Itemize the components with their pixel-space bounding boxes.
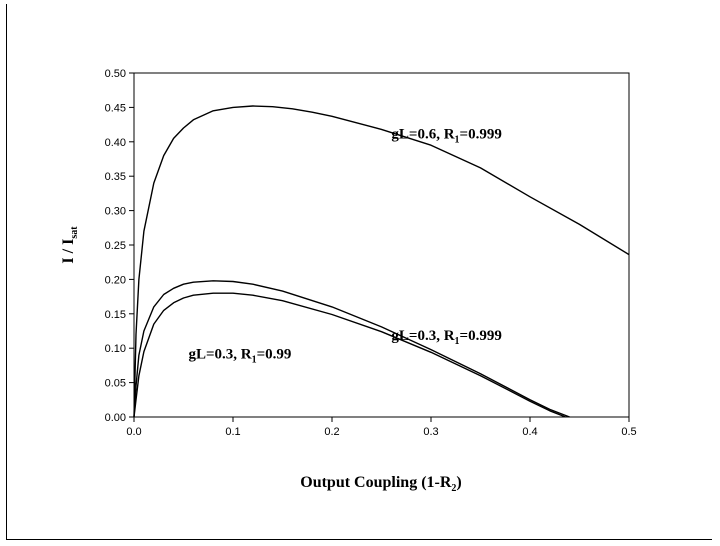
series-line-2	[133, 280, 570, 418]
y-tick-label: 0.10	[105, 343, 126, 355]
plot-axes: 0.0 0.1 0.2 0.3 0.4 0.5 0.00 0.05 0.10 0.15 0.20 0.…	[105, 68, 637, 438]
plot-area-border	[133, 72, 630, 418]
chart-frame	[6, 4, 712, 540]
x-tick-label: 0.5	[621, 426, 636, 438]
y-tick-label: 0.35	[105, 171, 126, 183]
x-axis-title: Output Coupling (1-R2)	[300, 474, 461, 494]
y-tick-label: 0.40	[105, 137, 126, 149]
annotation-layer: gL=0.6, R1=0.999 gL=0.3, R1=0.999 gL=0.3, …	[188, 126, 501, 365]
y-tick-label: 0.15	[105, 309, 126, 321]
y-tick-label: 0.50	[105, 68, 126, 80]
y-tick-label: 0.00	[105, 412, 126, 424]
x-tick-label: 0.3	[423, 426, 438, 438]
series-line-3	[133, 292, 566, 418]
series-line-1	[133, 105, 630, 418]
series-layer	[133, 105, 630, 418]
y-tick-label: 0.30	[105, 206, 126, 218]
x-tick-label: 0.2	[324, 426, 339, 438]
series-annotation-2: gL=0.3, R1=0.999	[391, 328, 501, 347]
y-tick-label: 0.25	[105, 240, 126, 252]
x-tick-label: 0.4	[522, 426, 537, 438]
y-tick-label: 0.20	[105, 274, 126, 286]
y-tick-label: 0.05	[105, 378, 126, 390]
y-axis-title: I / Isat	[60, 226, 80, 264]
x-tick-label: 0.0	[126, 426, 141, 438]
series-annotation-1: gL=0.6, R1=0.999	[391, 126, 501, 145]
series-annotation-3: gL=0.3, R1=0.99	[188, 347, 291, 366]
x-tick-label: 0.1	[225, 426, 240, 438]
y-tick-label: 0.45	[105, 102, 126, 114]
